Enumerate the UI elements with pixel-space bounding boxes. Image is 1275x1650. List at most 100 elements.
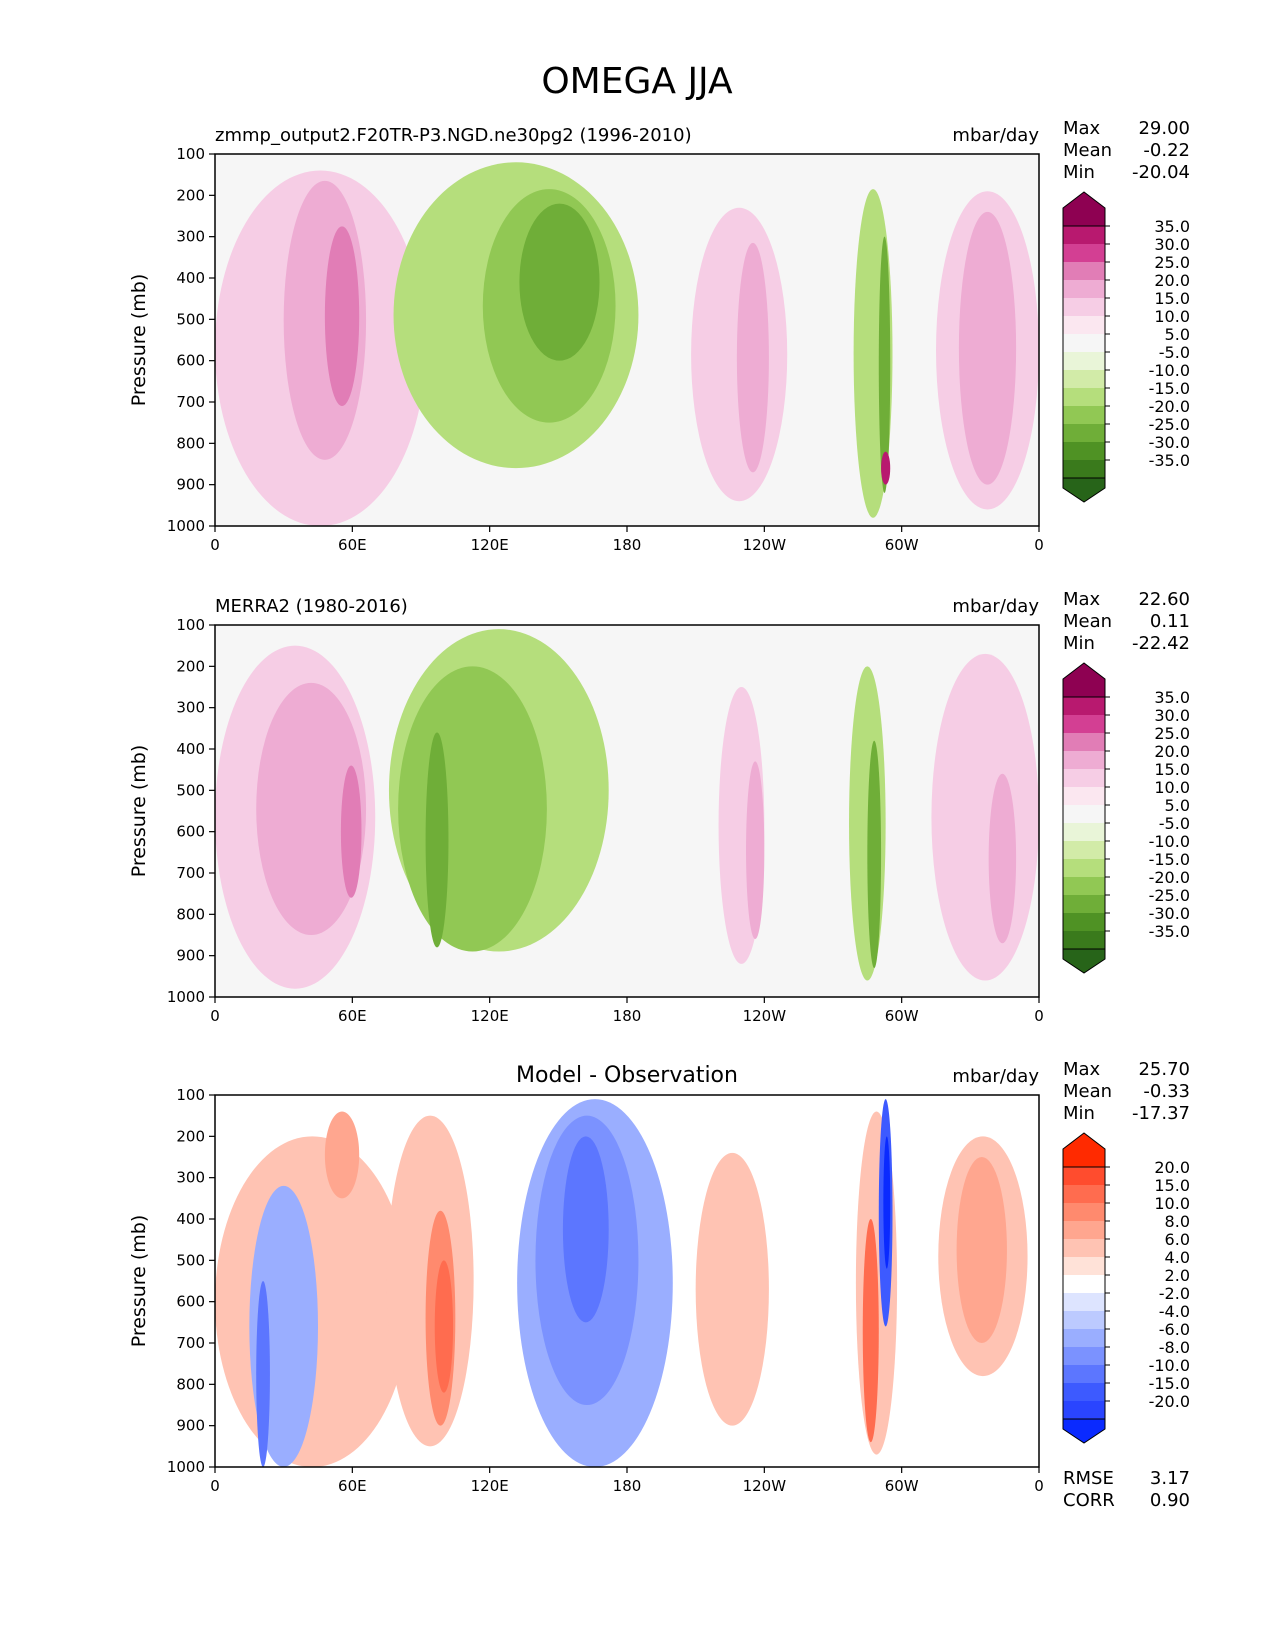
colorbar-label: 20.0: [1154, 271, 1190, 290]
colorbar-segment: [1063, 262, 1105, 280]
y-tick-label: 200: [176, 657, 205, 675]
y-tick-label: 700: [176, 864, 205, 882]
x-tick-label: 0: [210, 536, 220, 554]
contour-region: [695, 1152, 769, 1426]
colorbar-label: 25.0: [1154, 253, 1190, 272]
y-tick-label: 500: [176, 1251, 205, 1269]
colorbar-label: -20.0: [1149, 397, 1190, 416]
x-tick-label: 120E: [471, 1007, 509, 1025]
x-tick-label: 120W: [743, 536, 787, 554]
colorbar-label: -30.0: [1149, 433, 1190, 452]
colorbar-segment: [1063, 1203, 1105, 1221]
y-tick-label: 800: [176, 434, 205, 452]
colorbar-segment: [1063, 1275, 1105, 1293]
colorbar-extend-top: [1062, 1132, 1106, 1168]
y-axis-label: Pressure (mb): [128, 274, 150, 407]
colorbar-label: -5.0: [1159, 343, 1190, 362]
panel-2: 0 60E 120E 180 120W 60W 0 100 200 300 400 500 600 700…: [128, 589, 1190, 1025]
contour-region: [862, 1219, 879, 1443]
y-tick-label: 600: [176, 352, 205, 370]
contour-region: [324, 1111, 360, 1199]
colorbar-label: -20.0: [1149, 868, 1190, 887]
colorbar-label: 8.0: [1165, 1212, 1190, 1231]
x-tick-label: 60W: [885, 536, 919, 554]
colorbar-label: -10.0: [1149, 361, 1190, 380]
colorbar-extend-top: [1062, 191, 1106, 227]
colorbar-segment: [1063, 877, 1105, 895]
x-tick-label: 60E: [338, 1477, 367, 1495]
y-tick-label: 400: [176, 269, 205, 287]
stat-label: Max: [1063, 1059, 1101, 1080]
contour-region: [881, 451, 891, 485]
y-tick-label: 200: [176, 186, 205, 204]
colorbar-segment: [1063, 859, 1105, 877]
y-tick-label: 100: [176, 145, 205, 163]
stat-value: -22.42: [1132, 633, 1190, 654]
y-axis-label: Pressure (mb): [128, 745, 150, 878]
y-tick-label: 800: [176, 1375, 205, 1393]
y-tick-label: 1000: [167, 988, 205, 1006]
colorbar-segment: [1063, 1383, 1105, 1401]
colorbar-label: 5.0: [1165, 796, 1190, 815]
y-tick-label: 300: [176, 228, 205, 246]
contour-region: [956, 1157, 1007, 1343]
colorbar-label: -10.0: [1149, 1356, 1190, 1375]
colorbar-label: -35.0: [1149, 922, 1190, 941]
colorbar-segment: [1063, 442, 1105, 460]
stat-value: 0.11: [1150, 611, 1190, 632]
panel-title: Model - Observation: [516, 1063, 738, 1088]
x-tick-label: 0: [1034, 1477, 1044, 1495]
panel-left-title: MERRA2 (1980-2016): [215, 596, 408, 617]
y-tick-label: 800: [176, 905, 205, 923]
stat-label: RMSE: [1063, 1468, 1114, 1489]
colorbar-segment: [1063, 751, 1105, 769]
colorbar-label: -25.0: [1149, 886, 1190, 905]
colorbar-label: 15.0: [1154, 1176, 1190, 1195]
colorbar-segment: [1063, 1185, 1105, 1203]
figure-title: OMEGA JJA: [541, 61, 733, 102]
colorbar-segment: [1063, 316, 1105, 334]
y-tick-label: 900: [176, 1417, 205, 1435]
stat-label: CORR: [1063, 1490, 1115, 1511]
colorbar-extend-top: [1062, 662, 1106, 698]
colorbar-label: -25.0: [1149, 415, 1190, 434]
colorbar-segment: [1063, 244, 1105, 262]
contour-region: [988, 773, 1017, 944]
colorbar-label: -30.0: [1149, 904, 1190, 923]
y-tick-label: 1000: [167, 1458, 205, 1476]
stat-label: Min: [1063, 162, 1095, 183]
x-tick-label: 180: [613, 536, 642, 554]
colorbar-label: 20.0: [1154, 1158, 1190, 1177]
y-tick-label: 300: [176, 699, 205, 717]
colorbar-segment: [1063, 769, 1105, 787]
stat-label: Max: [1063, 118, 1101, 139]
y-tick-label: 900: [176, 947, 205, 965]
colorbar-label: 10.0: [1154, 778, 1190, 797]
contour-region: [340, 765, 362, 898]
contour-region: [883, 1136, 891, 1269]
colorbar-segment: [1063, 1311, 1105, 1329]
contour-field: [215, 162, 1039, 526]
colorbar-label: 20.0: [1154, 742, 1190, 761]
x-tick-label: 180: [613, 1007, 642, 1025]
colorbar-label: -35.0: [1149, 451, 1190, 470]
y-tick-label: 600: [176, 1293, 205, 1311]
contour-region: [425, 732, 449, 948]
contour-region: [562, 1136, 609, 1323]
contour-region: [958, 211, 1017, 485]
colorbar-label: 6.0: [1165, 1230, 1190, 1249]
colorbar-label: -15.0: [1149, 379, 1190, 398]
stat-value: -0.22: [1143, 140, 1190, 161]
colorbar-label: 10.0: [1154, 307, 1190, 326]
colorbar-segment: [1063, 352, 1105, 370]
colorbar-segment: [1063, 1239, 1105, 1257]
x-tick-label: 60W: [885, 1477, 919, 1495]
stat-label: Max: [1063, 589, 1101, 610]
colorbar-segment: [1063, 733, 1105, 751]
y-axis-label: Pressure (mb): [128, 1215, 150, 1348]
colorbar-segment: [1063, 388, 1105, 406]
colorbar-label: -10.0: [1149, 832, 1190, 851]
stat-label: Mean: [1063, 140, 1112, 161]
colorbar-label: -8.0: [1159, 1338, 1190, 1357]
panels: 0 60E 120E 180 120W 60W 0 100 200 300 400 500 600 700…: [128, 118, 1190, 1511]
